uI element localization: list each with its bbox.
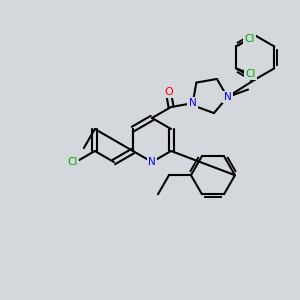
Text: Cl: Cl <box>68 157 78 167</box>
Text: O: O <box>164 87 173 97</box>
Text: Cl: Cl <box>245 69 256 79</box>
Text: Cl: Cl <box>244 34 255 44</box>
Text: N: N <box>224 92 231 102</box>
Text: N: N <box>189 98 196 108</box>
Text: N: N <box>148 157 156 167</box>
